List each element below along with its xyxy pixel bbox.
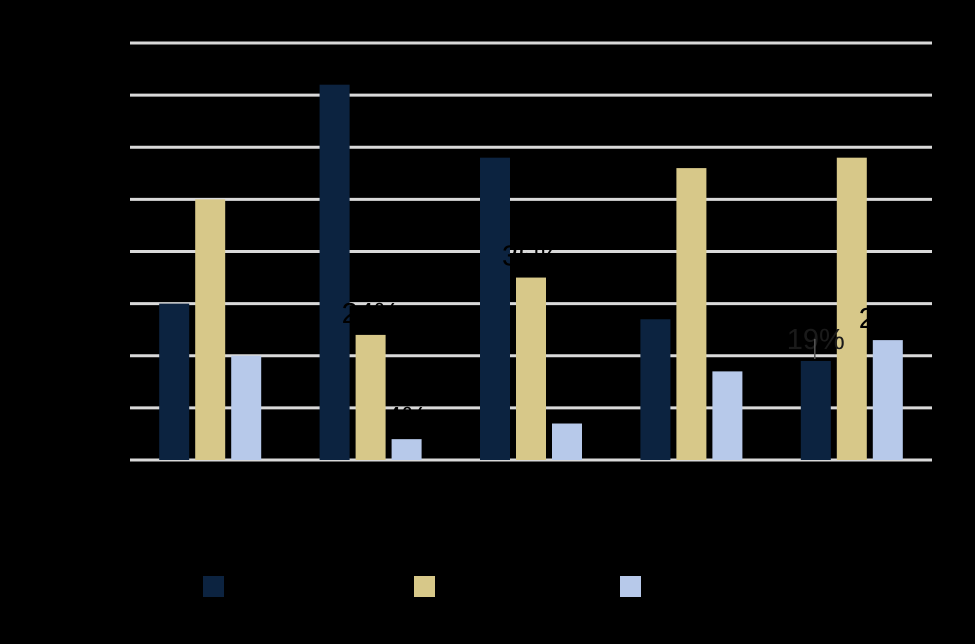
- legend: [203, 576, 641, 597]
- bar: [836, 157, 867, 461]
- data-label: 19%: [787, 324, 845, 356]
- legend-swatch: [620, 576, 641, 597]
- bar: [552, 423, 582, 460]
- bars: [159, 84, 903, 461]
- bar: [195, 199, 226, 460]
- bar: [712, 371, 743, 460]
- bar: [676, 168, 707, 460]
- bar: [800, 360, 831, 460]
- bar: [391, 439, 422, 460]
- bar: [355, 334, 386, 460]
- data-label: 72%: [306, 48, 364, 80]
- bar: [319, 84, 350, 460]
- legend-swatch: [414, 576, 435, 597]
- bar: [159, 303, 190, 460]
- data-label: 50%: [181, 162, 239, 194]
- bar: [231, 355, 262, 460]
- data-label: 23%: [859, 303, 917, 335]
- data-label: 4%: [386, 402, 428, 434]
- bar: [640, 319, 671, 460]
- data-label: 35%: [502, 241, 560, 273]
- data-label: 24%: [342, 298, 400, 330]
- data-labels: 72% 19% 50% 24% 35% 4% 23%: [181, 48, 917, 434]
- bar: [516, 277, 546, 460]
- bar: [872, 340, 903, 460]
- legend-swatch: [203, 576, 224, 597]
- bar: [480, 157, 510, 461]
